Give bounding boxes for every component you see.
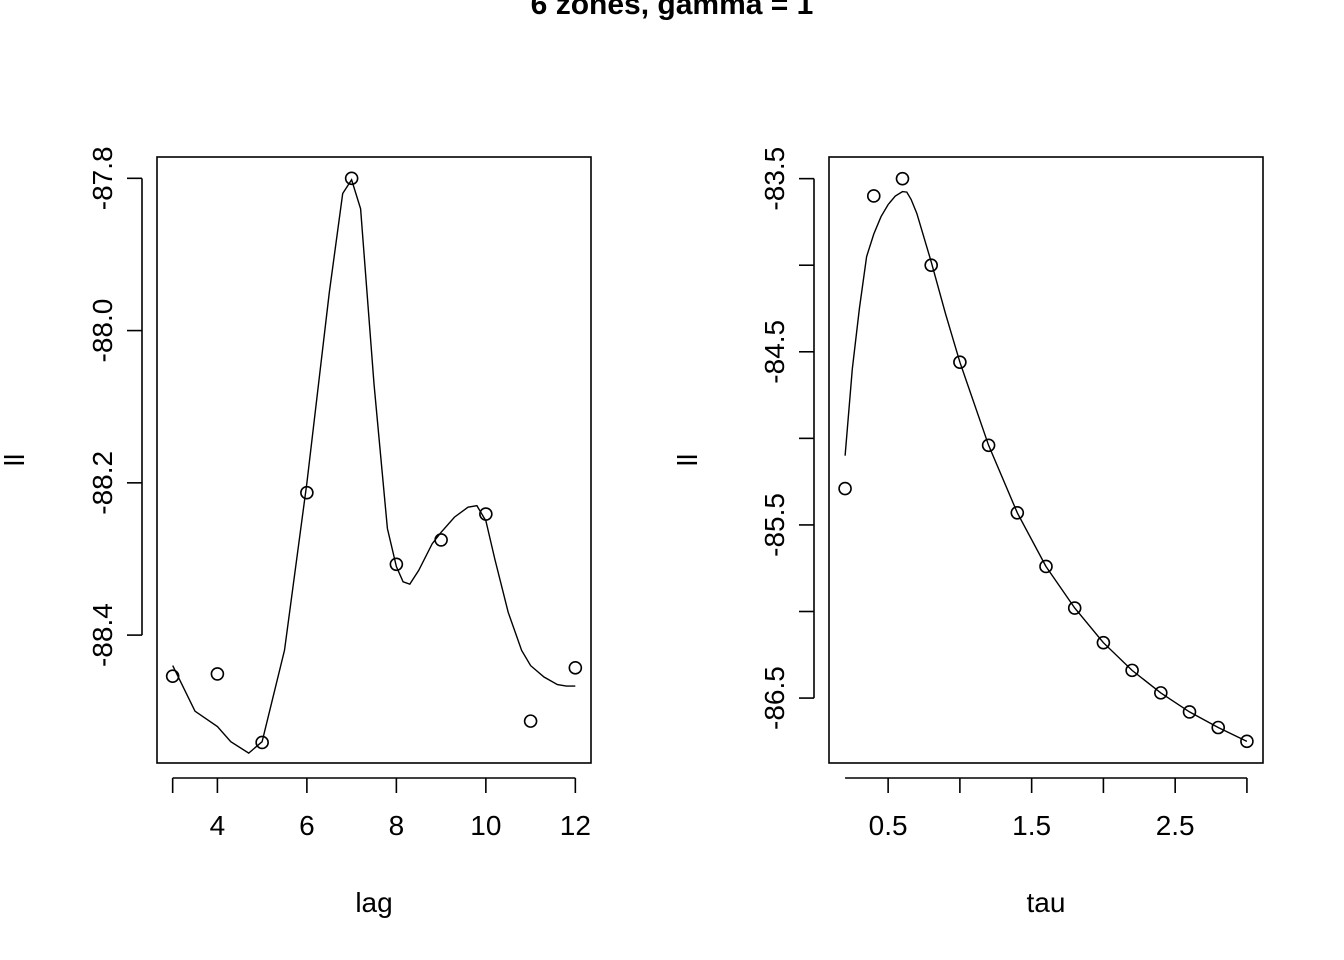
lag-x-tick-label: 4 [210, 810, 226, 841]
tau-x-tick-label: 1.5 [1012, 810, 1051, 841]
lag-x-tick-label: 10 [470, 810, 501, 841]
tau-x-axis-label: tau [1027, 887, 1066, 918]
tau-data-point [1211, 720, 1226, 735]
lag-y-tick-label: -88.0 [87, 299, 118, 363]
tau-data-point [1039, 559, 1053, 574]
tau-y-tick-label: -83.5 [759, 147, 790, 211]
lag-data-point [479, 507, 493, 521]
tau-data-point [1182, 705, 1197, 719]
lag-x-tick-label: 12 [560, 810, 591, 841]
tau-data-point [1067, 601, 1082, 615]
tau-data-point [1010, 506, 1025, 520]
tau-data-point [866, 189, 881, 203]
tau-data-point [1154, 686, 1168, 700]
tau-panel: 0.5 1.5 2.5 -83.5 -84.5 -85.5 -86.5 tau ll [672, 147, 1264, 918]
tau-plot-frame [828, 156, 1264, 764]
lag-y-tick-label: -87.8 [87, 146, 118, 210]
tau-data-point [1096, 635, 1111, 650]
lag-data-point [434, 533, 448, 547]
tau-data-point [838, 481, 852, 496]
tau-data-point [981, 438, 996, 453]
tau-data-point [953, 355, 967, 369]
lag-smooth-line [172, 178, 576, 754]
lag-data-point [389, 557, 404, 572]
lag-y-tick-label: -88.4 [87, 603, 118, 667]
lag-y-tick-label: -88.2 [87, 451, 118, 515]
tau-data-point [1125, 663, 1139, 678]
lag-data-point [165, 669, 180, 684]
lag-plot-frame [156, 156, 592, 764]
lag-data-point [568, 661, 583, 675]
tau-y-axis-label: ll [672, 454, 703, 466]
tau-y-tick-label: -85.5 [759, 493, 790, 557]
tau-data-point [924, 258, 938, 273]
lag-x-tick-label: 6 [299, 810, 315, 841]
lag-panel: 4 6 8 10 12 -87.8 -88.0 -88.2 -88.4 lag ll [0, 146, 592, 918]
lag-y-axis-label: ll [0, 454, 30, 466]
tau-y-tick-label: -84.5 [759, 320, 790, 384]
tau-smooth-line [844, 190, 1248, 743]
lag-x-tick-label: 8 [389, 810, 405, 841]
lag-data-point [255, 735, 269, 750]
lag-data-point [300, 485, 314, 500]
lag-data-point [344, 171, 359, 186]
lag-x-axis-label: lag [355, 887, 392, 918]
lag-data-point [523, 714, 538, 728]
tau-x-tick-label: 2.5 [1156, 810, 1195, 841]
lag-data-point [210, 667, 225, 681]
tau-data-point [895, 171, 910, 186]
tau-y-tick-label: -86.5 [759, 666, 790, 730]
tau-x-tick-label: 0.5 [869, 810, 908, 841]
figure-title: 6 zones, gamma = 1 [531, 0, 814, 21]
tau-data-point [1240, 734, 1254, 749]
